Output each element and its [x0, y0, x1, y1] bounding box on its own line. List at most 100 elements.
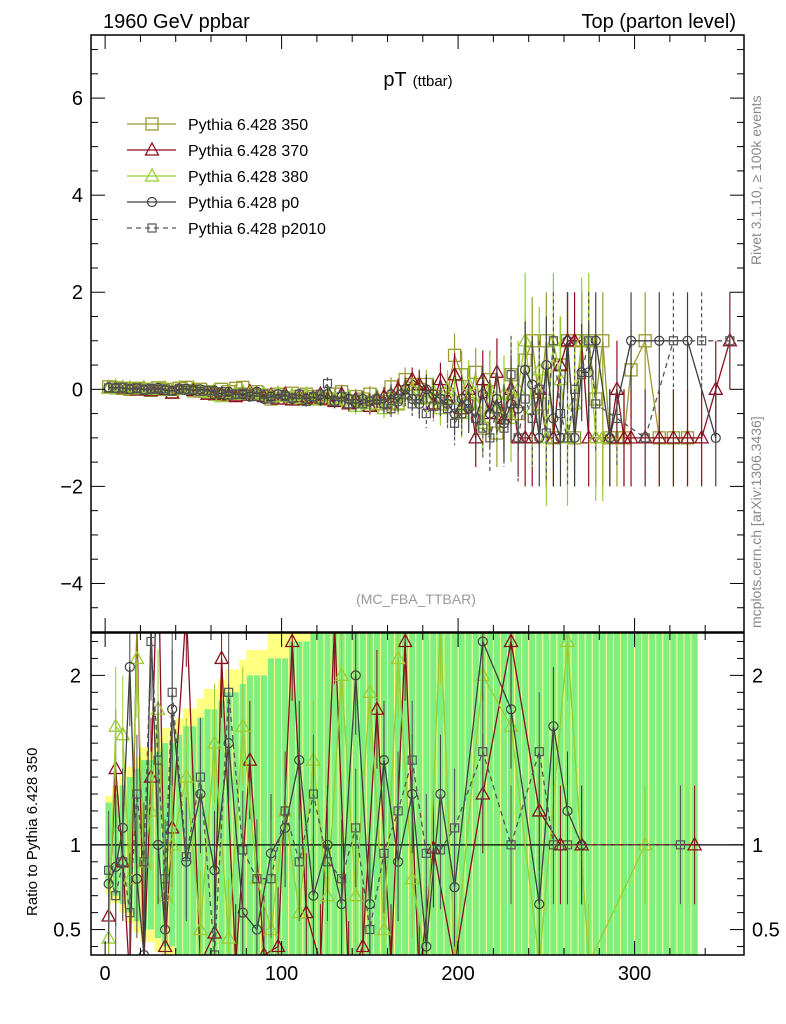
uncertainty-band-inner [289, 641, 296, 955]
ratio-point [449, 823, 460, 833]
data-point [259, 389, 269, 399]
uncertainty-band-inner [571, 633, 578, 955]
data-point [414, 394, 424, 404]
data-point [258, 393, 270, 405]
data-point [625, 335, 637, 346]
ratio-point [130, 618, 143, 630]
ratio-point [562, 840, 573, 850]
data-point [385, 389, 397, 400]
ratio-point [224, 687, 234, 697]
ratio-point [351, 823, 361, 833]
ratio-point [314, 956, 327, 968]
ratio-y-tick-label: 1 [70, 835, 81, 857]
data-point [725, 336, 735, 346]
data-point [478, 423, 488, 433]
y-tick-label: 6 [72, 88, 83, 110]
ratio-point [266, 874, 276, 884]
ratio-point [123, 973, 136, 985]
data-point [202, 386, 213, 396]
uncertainty-band-inner [684, 633, 691, 955]
data-point [577, 370, 587, 380]
ratio-point [152, 533, 165, 545]
ratio-point [477, 636, 488, 647]
uncertainty-band-inner [599, 633, 606, 955]
data-point [590, 335, 601, 346]
data-point [386, 404, 396, 414]
data-point [679, 429, 696, 444]
data-point [722, 332, 738, 347]
ratio-point [308, 789, 318, 799]
legend-marker [144, 167, 160, 182]
ratio-point [146, 636, 156, 647]
uncertainty-band-inner [585, 633, 592, 955]
data-point [337, 391, 347, 402]
ratio-ylabel: Ratio to Pythia 6.428 350 [24, 748, 41, 916]
data-point [301, 396, 311, 407]
uncertainty-band-inner [529, 633, 536, 955]
data-point [506, 370, 516, 380]
data-point [477, 389, 488, 400]
ratio-point [206, 734, 223, 749]
uncertainty-band-inner [493, 633, 500, 955]
ratio-point [235, 717, 251, 732]
ratio-point [390, 650, 406, 665]
data-point [393, 394, 403, 404]
ratio-y-tick-label-right: 0.5 [752, 920, 780, 942]
ratio-point [420, 956, 433, 968]
series-line [108, 340, 730, 440]
data-point [351, 394, 361, 404]
data-point [421, 384, 432, 395]
ratio-point [229, 956, 242, 968]
data-point [252, 391, 262, 402]
uncertainty-band-inner [303, 641, 310, 955]
data-point [132, 383, 142, 393]
ratio-point [308, 890, 319, 901]
ratio-point [115, 726, 131, 741]
ratio-point [108, 717, 124, 732]
data-point [559, 429, 576, 444]
uncertainty-band-inner [472, 633, 479, 955]
data-point [555, 408, 566, 419]
data-point [548, 413, 559, 424]
data-point [442, 404, 453, 414]
data-point [471, 413, 481, 424]
data-point [562, 335, 573, 346]
ratio-point [129, 650, 145, 665]
ratio-point [294, 755, 305, 766]
ratio-y-tick-label: 2 [70, 665, 81, 687]
y-tick-label: −2 [60, 476, 83, 498]
legend-label: Pythia 6.428 380 [188, 169, 308, 186]
uncertainty-band-inner [373, 633, 380, 955]
ratio-point [531, 802, 547, 817]
mcplots-label: mcplots.cern.ch [arXiv:1306.3436] [748, 416, 764, 628]
data-point [372, 394, 382, 404]
data-point [195, 386, 206, 396]
uncertainty-band-inner [190, 726, 197, 955]
ratio-point [686, 836, 703, 851]
legend-marker [144, 141, 160, 156]
legend-entry-pythia-6-428-380: Pythia 6.428 380 [127, 167, 308, 186]
data-point [548, 336, 558, 346]
data-point [167, 386, 177, 396]
ratio-point [221, 929, 237, 944]
data-point [591, 399, 601, 409]
uncertainty-band-inner [522, 633, 529, 955]
ratio-point [369, 700, 385, 715]
ratio-point [576, 839, 587, 850]
ratio-point [404, 870, 420, 885]
data-point [153, 384, 163, 394]
data-point [492, 404, 502, 414]
y-tick-label: 0 [72, 379, 83, 401]
data-point [322, 389, 333, 400]
data-point [604, 432, 615, 443]
ratio-point [160, 874, 170, 884]
ratio-point [125, 908, 135, 918]
data-point [308, 391, 318, 402]
legend-marker [145, 117, 159, 131]
data-point [527, 413, 537, 424]
legend-entry-pythia-6-428-350: Pythia 6.428 350 [127, 117, 308, 134]
main-panel: −4 −2 0 2 4 6 pT (ttbar) (MC_FBA_TTBAR) Pythia… [60, 34, 745, 633]
ratio-point [242, 751, 258, 766]
data-point [428, 389, 439, 400]
y-tick-label: 4 [72, 185, 83, 207]
